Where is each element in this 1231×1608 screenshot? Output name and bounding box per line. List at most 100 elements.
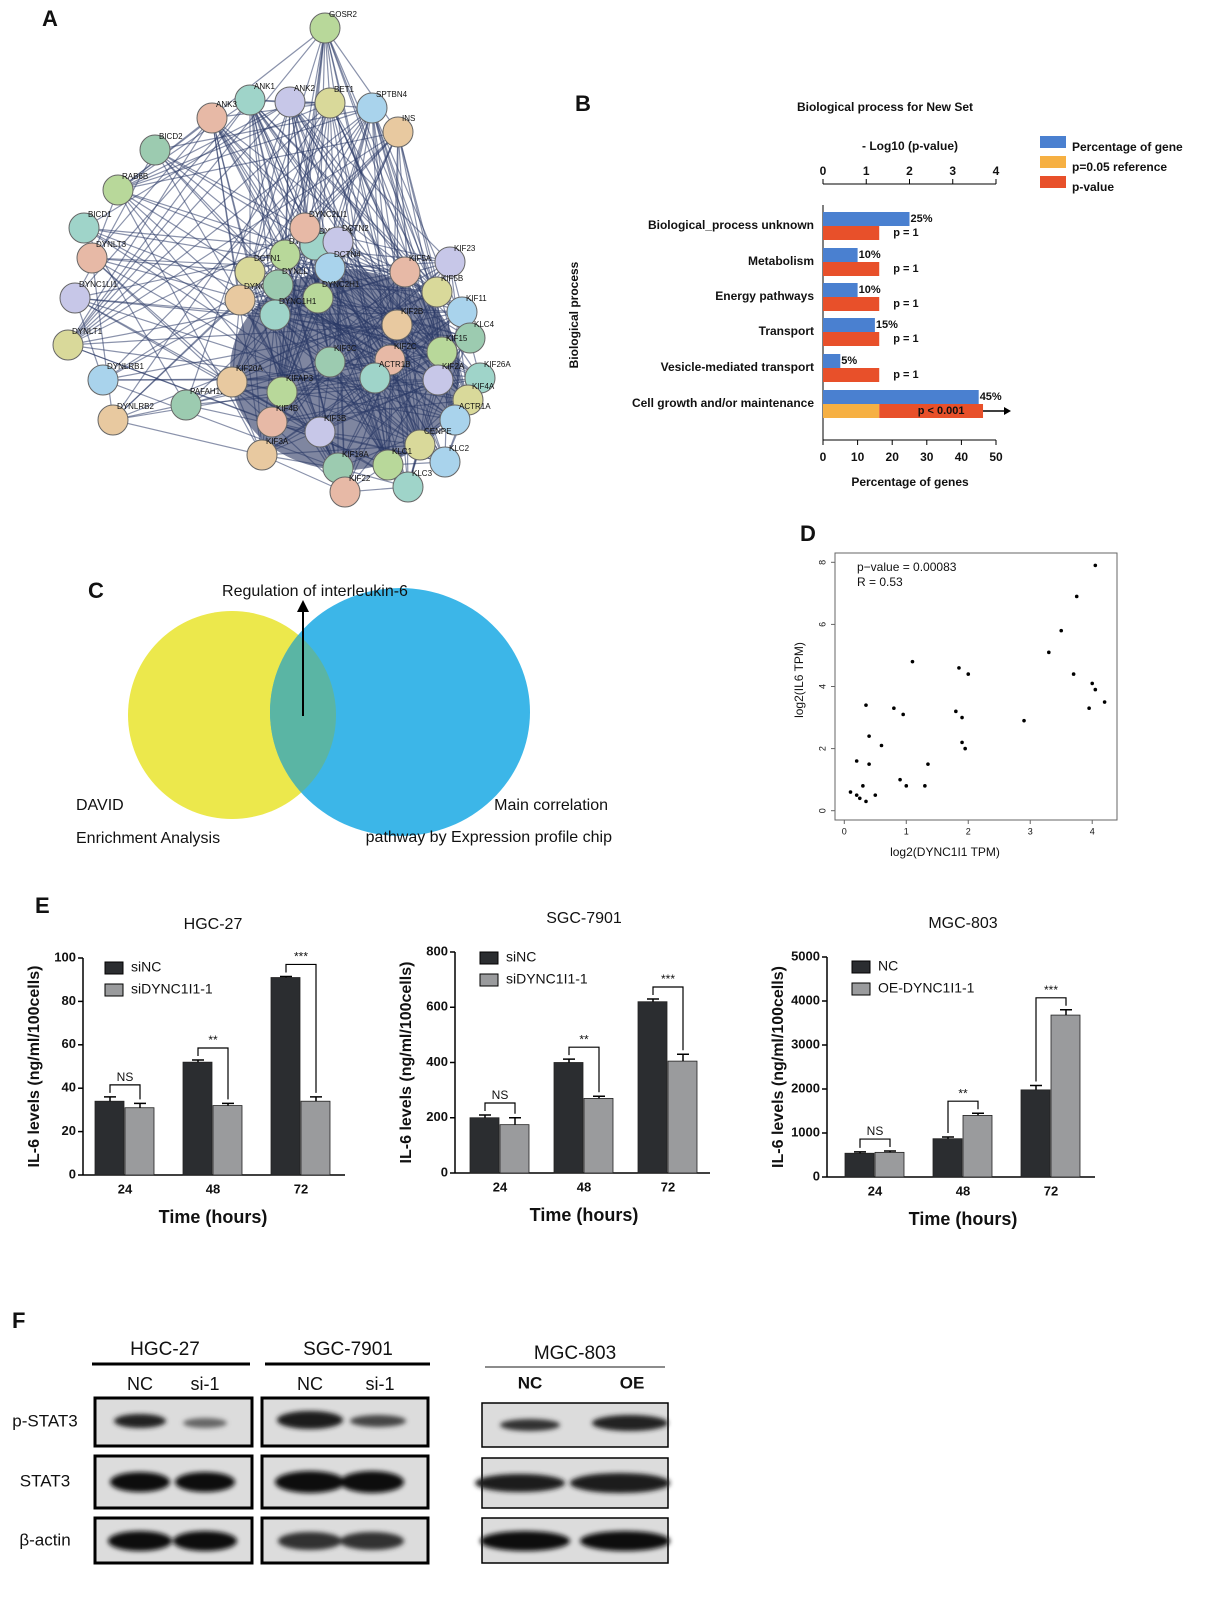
node-label: KIF2A (442, 362, 465, 371)
point (960, 740, 964, 745)
bar (823, 354, 841, 368)
edge (249, 99, 283, 393)
y-tick-label: 100 (54, 949, 76, 964)
y-tick-label: Energy pathways (715, 289, 814, 303)
bands (108, 1411, 670, 1551)
point (923, 784, 927, 788)
point (1074, 594, 1079, 599)
edge (319, 431, 421, 446)
point (1093, 563, 1098, 568)
edge (112, 359, 391, 421)
edge (249, 99, 373, 109)
edge (231, 291, 438, 383)
node-label: KIF11 (466, 294, 487, 303)
legend-label: siNC (506, 949, 536, 965)
edge (112, 419, 263, 456)
node-label: KIF5A (409, 254, 432, 263)
legend-label: siDYNC1I1-1 (506, 971, 588, 987)
legend-label: siNC (131, 959, 161, 975)
node-label: ACTR1B (379, 360, 411, 369)
edge (117, 189, 241, 301)
bar (823, 248, 858, 262)
row-label: STAT3 (20, 1471, 70, 1490)
y-tick-label: 20 (62, 1123, 76, 1138)
error-bar (280, 975, 292, 978)
node (359, 362, 391, 394)
blot-group: MGC-803 (534, 1343, 616, 1364)
node-label: KIF20A (236, 364, 263, 373)
node-label: KIF4A (472, 382, 495, 391)
legend-swatch (851, 960, 871, 974)
bar (879, 404, 984, 418)
node-label: KIF4B (276, 404, 298, 413)
band (350, 1415, 406, 1427)
bar (874, 1151, 905, 1178)
y-tick-label: Cell growth and/or maintenance (632, 396, 814, 410)
bar (844, 1152, 875, 1178)
venn-right (270, 588, 530, 836)
error-bar (884, 1150, 896, 1153)
legend-label: OE-DYNC1I1-1 (878, 980, 975, 996)
band (173, 1531, 237, 1551)
node-label: CENPE (424, 427, 452, 436)
venn-right-label: pathway by Expression profile chip (366, 829, 612, 846)
point (904, 784, 909, 788)
y-tick-label: 40 (62, 1080, 76, 1095)
chart-title: Biological process for New Set (797, 100, 973, 114)
y-tick-label: 2 (817, 746, 827, 751)
node (216, 366, 248, 398)
x-tick-label: 3 (1028, 826, 1033, 836)
point (867, 734, 871, 738)
error-bar (104, 1096, 116, 1102)
error-bar (222, 1102, 234, 1106)
y-tick-label: Metabolism (748, 254, 814, 268)
edge (387, 131, 399, 466)
point (901, 712, 905, 717)
edge (117, 107, 373, 191)
node-label: DYNC2H1 (322, 280, 360, 289)
significance-label: *** (661, 972, 675, 986)
node-label: KLC1 (392, 447, 413, 456)
y-tick-label: 2000 (791, 1080, 820, 1095)
y-axis-title: IL-6 levels (ng/ml/100cells) (26, 966, 43, 1168)
error-bar (854, 1151, 866, 1154)
point (1071, 672, 1076, 676)
node (314, 346, 346, 378)
point (1022, 718, 1026, 723)
significance-label: *** (294, 950, 308, 964)
lane-label: si-1 (365, 1374, 394, 1394)
node-label: KIF3B (324, 414, 346, 423)
band (340, 1471, 404, 1493)
node-label: DCTN2 (342, 224, 369, 233)
significance-label: NS (492, 1088, 509, 1102)
row-label: p-STAT3 (12, 1411, 78, 1430)
band (278, 1532, 342, 1550)
edge (329, 261, 451, 269)
edge (249, 271, 321, 433)
edge (67, 101, 291, 346)
edge (112, 102, 331, 421)
node-label: PAFAH1B1 (190, 387, 230, 396)
significance-label: NS (117, 1070, 134, 1084)
x-tick-label: 24 (118, 1181, 133, 1196)
node-label: DYNLRB1 (107, 362, 144, 371)
error-bar (593, 1095, 605, 1099)
bar (823, 390, 979, 404)
node (434, 246, 466, 278)
band (480, 1531, 570, 1551)
x-tick-label: 72 (294, 1181, 308, 1196)
node (422, 364, 454, 396)
node (356, 92, 388, 124)
x-tick-label: 20 (886, 450, 900, 464)
annotation: p = 1 (893, 263, 918, 275)
point (854, 759, 859, 763)
node (97, 404, 129, 436)
x-tick-label: 48 (577, 1179, 591, 1194)
legend-swatch (1040, 136, 1066, 148)
bar (823, 297, 880, 311)
edge (67, 227, 306, 346)
node (246, 439, 278, 471)
node-label: DYNLT3 (96, 240, 127, 249)
panel-label: C (88, 578, 104, 603)
node (329, 476, 361, 508)
